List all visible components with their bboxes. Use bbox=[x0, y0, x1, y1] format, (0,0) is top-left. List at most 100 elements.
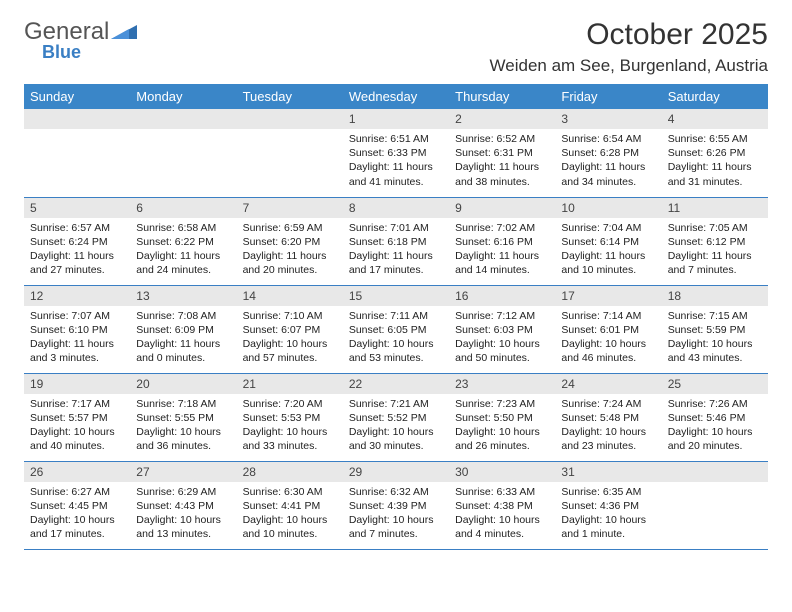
sunset-line: Sunset: 5:48 PM bbox=[561, 411, 655, 425]
logo: General Blue bbox=[24, 18, 137, 63]
daylight-line: Daylight: 10 hours and 40 minutes. bbox=[30, 425, 124, 453]
daylight-line: Daylight: 11 hours and 7 minutes. bbox=[668, 249, 762, 277]
daylight-line: Daylight: 10 hours and 36 minutes. bbox=[136, 425, 230, 453]
sunset-line: Sunset: 6:09 PM bbox=[136, 323, 230, 337]
title-block: October 2025 Weiden am See, Burgenland, … bbox=[490, 18, 768, 76]
sunrise-line: Sunrise: 7:05 AM bbox=[668, 221, 762, 235]
day-number: 5 bbox=[24, 198, 130, 218]
sunset-line: Sunset: 6:14 PM bbox=[561, 235, 655, 249]
sunrise-line: Sunrise: 7:24 AM bbox=[561, 397, 655, 411]
day-number: 12 bbox=[24, 286, 130, 306]
sunset-line: Sunset: 6:33 PM bbox=[349, 146, 443, 160]
day-number: 6 bbox=[130, 198, 236, 218]
sunset-line: Sunset: 6:16 PM bbox=[455, 235, 549, 249]
day-number: 22 bbox=[343, 374, 449, 394]
calendar-day: 3Sunrise: 6:54 AMSunset: 6:28 PMDaylight… bbox=[555, 109, 661, 197]
day-details: Sunrise: 6:27 AMSunset: 4:45 PMDaylight:… bbox=[24, 482, 130, 548]
day-details: Sunrise: 6:57 AMSunset: 6:24 PMDaylight:… bbox=[24, 218, 130, 284]
header: General Blue October 2025 Weiden am See,… bbox=[24, 18, 768, 76]
day-details: Sunrise: 7:12 AMSunset: 6:03 PMDaylight:… bbox=[449, 306, 555, 372]
day-number: 26 bbox=[24, 462, 130, 482]
sunset-line: Sunset: 4:45 PM bbox=[30, 499, 124, 513]
sunrise-line: Sunrise: 7:14 AM bbox=[561, 309, 655, 323]
weekday-header: Thursday bbox=[449, 84, 555, 109]
day-details: Sunrise: 7:07 AMSunset: 6:10 PMDaylight:… bbox=[24, 306, 130, 372]
calendar-day: 21Sunrise: 7:20 AMSunset: 5:53 PMDayligh… bbox=[237, 373, 343, 461]
sunrise-line: Sunrise: 7:15 AM bbox=[668, 309, 762, 323]
sunset-line: Sunset: 6:28 PM bbox=[561, 146, 655, 160]
sunset-line: Sunset: 5:50 PM bbox=[455, 411, 549, 425]
day-number: 9 bbox=[449, 198, 555, 218]
calendar-day: 13Sunrise: 7:08 AMSunset: 6:09 PMDayligh… bbox=[130, 285, 236, 373]
calendar-row: 12Sunrise: 7:07 AMSunset: 6:10 PMDayligh… bbox=[24, 285, 768, 373]
calendar-day-empty bbox=[662, 461, 768, 549]
calendar-day-empty bbox=[24, 109, 130, 197]
calendar-day-empty bbox=[130, 109, 236, 197]
sunrise-line: Sunrise: 7:17 AM bbox=[30, 397, 124, 411]
day-details: Sunrise: 7:20 AMSunset: 5:53 PMDaylight:… bbox=[237, 394, 343, 460]
day-number: 16 bbox=[449, 286, 555, 306]
day-number: 14 bbox=[237, 286, 343, 306]
day-details: Sunrise: 7:02 AMSunset: 6:16 PMDaylight:… bbox=[449, 218, 555, 284]
daylight-line: Daylight: 10 hours and 30 minutes. bbox=[349, 425, 443, 453]
day-number: 19 bbox=[24, 374, 130, 394]
day-number: 3 bbox=[555, 109, 661, 129]
sunset-line: Sunset: 6:22 PM bbox=[136, 235, 230, 249]
day-number: 7 bbox=[237, 198, 343, 218]
sunset-line: Sunset: 4:41 PM bbox=[243, 499, 337, 513]
daylight-line: Daylight: 10 hours and 50 minutes. bbox=[455, 337, 549, 365]
calendar-day: 12Sunrise: 7:07 AMSunset: 6:10 PMDayligh… bbox=[24, 285, 130, 373]
day-details bbox=[237, 129, 343, 138]
day-details: Sunrise: 6:35 AMSunset: 4:36 PMDaylight:… bbox=[555, 482, 661, 548]
sunrise-line: Sunrise: 7:02 AM bbox=[455, 221, 549, 235]
day-details: Sunrise: 6:58 AMSunset: 6:22 PMDaylight:… bbox=[130, 218, 236, 284]
sunset-line: Sunset: 5:53 PM bbox=[243, 411, 337, 425]
weekday-header: Wednesday bbox=[343, 84, 449, 109]
daylight-line: Daylight: 10 hours and 7 minutes. bbox=[349, 513, 443, 541]
day-number: 31 bbox=[555, 462, 661, 482]
day-details: Sunrise: 6:32 AMSunset: 4:39 PMDaylight:… bbox=[343, 482, 449, 548]
daylight-line: Daylight: 10 hours and 46 minutes. bbox=[561, 337, 655, 365]
day-details: Sunrise: 7:15 AMSunset: 5:59 PMDaylight:… bbox=[662, 306, 768, 372]
sunrise-line: Sunrise: 6:57 AM bbox=[30, 221, 124, 235]
day-number: 2 bbox=[449, 109, 555, 129]
sunset-line: Sunset: 6:01 PM bbox=[561, 323, 655, 337]
day-details: Sunrise: 7:14 AMSunset: 6:01 PMDaylight:… bbox=[555, 306, 661, 372]
calendar-day: 26Sunrise: 6:27 AMSunset: 4:45 PMDayligh… bbox=[24, 461, 130, 549]
calendar-day: 8Sunrise: 7:01 AMSunset: 6:18 PMDaylight… bbox=[343, 197, 449, 285]
day-details bbox=[662, 482, 768, 491]
day-details: Sunrise: 7:18 AMSunset: 5:55 PMDaylight:… bbox=[130, 394, 236, 460]
day-number bbox=[130, 109, 236, 129]
month-title: October 2025 bbox=[490, 18, 768, 52]
daylight-line: Daylight: 11 hours and 17 minutes. bbox=[349, 249, 443, 277]
calendar-day: 18Sunrise: 7:15 AMSunset: 5:59 PMDayligh… bbox=[662, 285, 768, 373]
calendar-row: 1Sunrise: 6:51 AMSunset: 6:33 PMDaylight… bbox=[24, 109, 768, 197]
sunrise-line: Sunrise: 7:18 AM bbox=[136, 397, 230, 411]
calendar-day: 7Sunrise: 6:59 AMSunset: 6:20 PMDaylight… bbox=[237, 197, 343, 285]
day-number: 24 bbox=[555, 374, 661, 394]
daylight-line: Daylight: 11 hours and 14 minutes. bbox=[455, 249, 549, 277]
sunrise-line: Sunrise: 6:32 AM bbox=[349, 485, 443, 499]
daylight-line: Daylight: 11 hours and 10 minutes. bbox=[561, 249, 655, 277]
calendar-day: 1Sunrise: 6:51 AMSunset: 6:33 PMDaylight… bbox=[343, 109, 449, 197]
sunset-line: Sunset: 5:55 PM bbox=[136, 411, 230, 425]
daylight-line: Daylight: 11 hours and 27 minutes. bbox=[30, 249, 124, 277]
weekday-header: Friday bbox=[555, 84, 661, 109]
day-number: 29 bbox=[343, 462, 449, 482]
calendar-day: 30Sunrise: 6:33 AMSunset: 4:38 PMDayligh… bbox=[449, 461, 555, 549]
calendar-day: 24Sunrise: 7:24 AMSunset: 5:48 PMDayligh… bbox=[555, 373, 661, 461]
sunset-line: Sunset: 5:57 PM bbox=[30, 411, 124, 425]
sunrise-line: Sunrise: 6:33 AM bbox=[455, 485, 549, 499]
daylight-line: Daylight: 11 hours and 24 minutes. bbox=[136, 249, 230, 277]
sunset-line: Sunset: 4:36 PM bbox=[561, 499, 655, 513]
sunrise-line: Sunrise: 7:07 AM bbox=[30, 309, 124, 323]
calendar-day: 14Sunrise: 7:10 AMSunset: 6:07 PMDayligh… bbox=[237, 285, 343, 373]
daylight-line: Daylight: 10 hours and 17 minutes. bbox=[30, 513, 124, 541]
weekday-header: Monday bbox=[130, 84, 236, 109]
calendar-day: 25Sunrise: 7:26 AMSunset: 5:46 PMDayligh… bbox=[662, 373, 768, 461]
calendar-day: 29Sunrise: 6:32 AMSunset: 4:39 PMDayligh… bbox=[343, 461, 449, 549]
day-number: 18 bbox=[662, 286, 768, 306]
location: Weiden am See, Burgenland, Austria bbox=[490, 56, 768, 76]
sunset-line: Sunset: 5:59 PM bbox=[668, 323, 762, 337]
calendar-body: 1Sunrise: 6:51 AMSunset: 6:33 PMDaylight… bbox=[24, 109, 768, 549]
